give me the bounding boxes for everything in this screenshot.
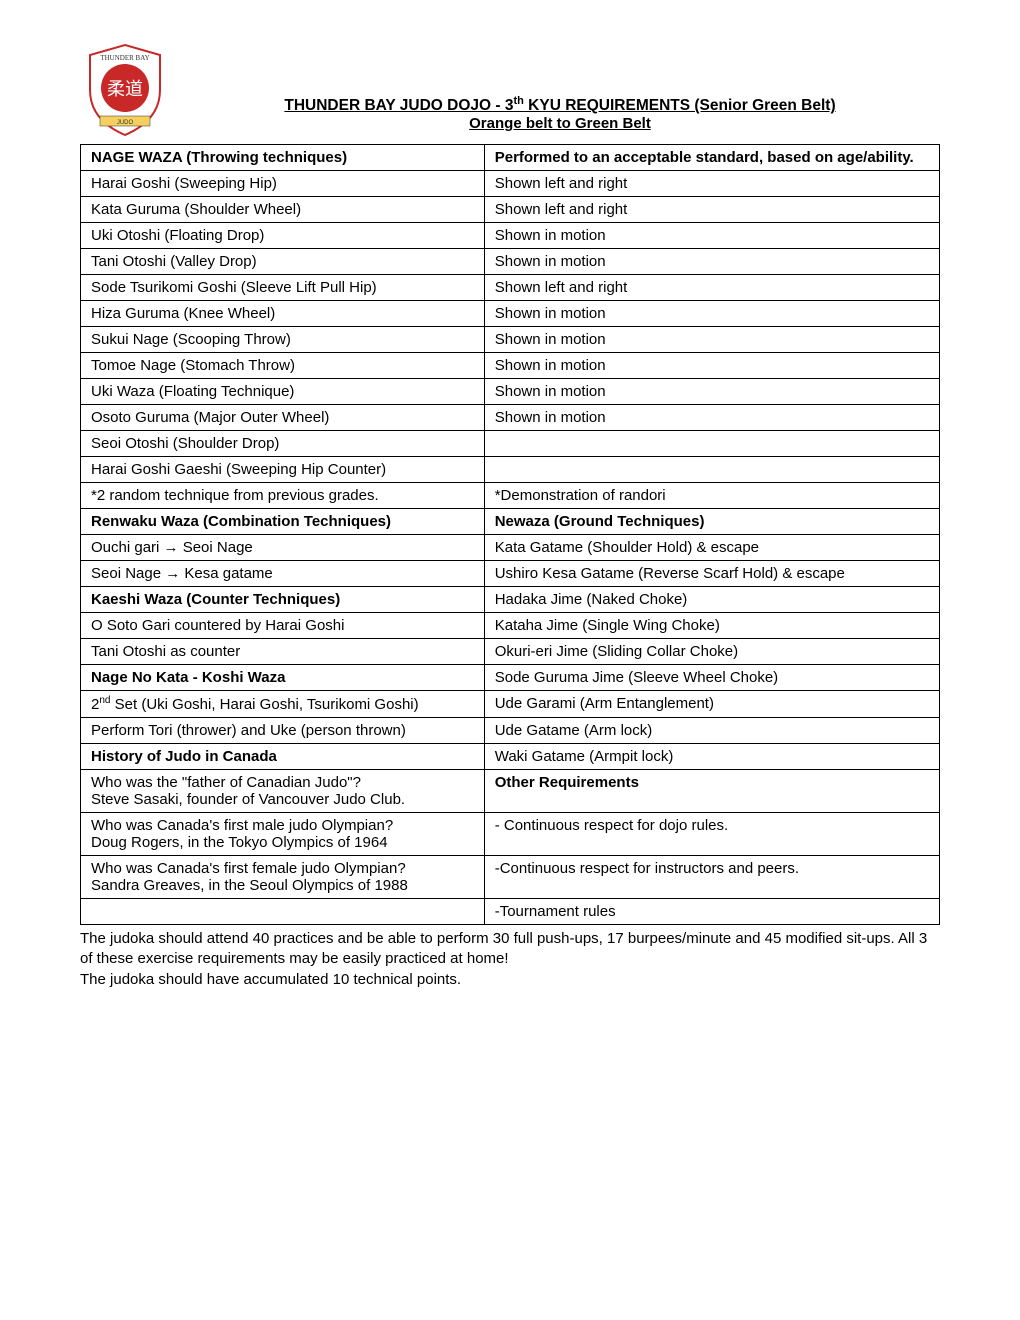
document-title: THUNDER BAY JUDO DOJO - 3th KYU REQUIREM…: [284, 97, 835, 114]
requirement-cell: -Tournament rules: [484, 899, 939, 925]
table-row: Seoi Nage → Kesa gatameUshiro Kesa Gatam…: [81, 561, 940, 587]
section-header: Kaeshi Waza (Counter Techniques): [81, 587, 485, 613]
technique-cell: Hiza Guruma (Knee Wheel): [81, 301, 485, 327]
table-row: Sukui Nage (Scooping Throw)Shown in moti…: [81, 327, 940, 353]
table-row: O Soto Gari countered by Harai GoshiKata…: [81, 613, 940, 639]
technique-cell: Perform Tori (thrower) and Uke (person t…: [81, 718, 485, 744]
requirement-cell: Ude Gatame (Arm lock): [484, 718, 939, 744]
requirement-cell: Waki Gatame (Armpit lock): [484, 744, 939, 770]
technique-cell: Sukui Nage (Scooping Throw): [81, 327, 485, 353]
table-row: Hiza Guruma (Knee Wheel)Shown in motion: [81, 301, 940, 327]
requirement-cell: [484, 431, 939, 457]
technique-cell: Harai Goshi (Sweeping Hip): [81, 171, 485, 197]
svg-text:THUNDER BAY: THUNDER BAY: [100, 54, 149, 62]
history-cell: Who was the "father of Canadian Judo"?St…: [81, 770, 485, 813]
technique-cell: Kata Guruma (Shoulder Wheel): [81, 197, 485, 223]
table-row: Who was Canada's first male judo Olympia…: [81, 813, 940, 856]
table-row: Ouchi gari → Seoi NageKata Gatame (Shoul…: [81, 535, 940, 561]
technique-cell: Tani Otoshi (Valley Drop): [81, 249, 485, 275]
technique-cell: Uki Waza (Floating Technique): [81, 379, 485, 405]
table-row: History of Judo in Canada Waki Gatame (A…: [81, 744, 940, 770]
requirement-cell: Ude Garami (Arm Entanglement): [484, 691, 939, 718]
table-row: Seoi Otoshi (Shoulder Drop): [81, 431, 940, 457]
technique-cell: Sode Tsurikomi Goshi (Sleeve Lift Pull H…: [81, 275, 485, 301]
technique-cell: *2 random technique from previous grades…: [81, 483, 485, 509]
table-row: Who was the "father of Canadian Judo"?St…: [81, 770, 940, 813]
table-row: *2 random technique from previous grades…: [81, 483, 940, 509]
title-block: THUNDER BAY JUDO DOJO - 3th KYU REQUIREM…: [180, 40, 940, 132]
svg-text:JUDO: JUDO: [117, 120, 134, 126]
technique-cell: Osoto Guruma (Major Outer Wheel): [81, 405, 485, 431]
technique-cell: Ouchi gari → Seoi Nage: [81, 535, 485, 561]
table-row: Uki Otoshi (Floating Drop)Shown in motio…: [81, 223, 940, 249]
table-row: 2nd Set (Uki Goshi, Harai Goshi, Tsuriko…: [81, 691, 940, 718]
document-subtitle: Orange belt to Green Belt: [469, 115, 651, 132]
requirement-cell: Shown left and right: [484, 275, 939, 301]
technique-cell: Tani Otoshi as counter: [81, 639, 485, 665]
table-row: Osoto Guruma (Major Outer Wheel)Shown in…: [81, 405, 940, 431]
requirement-cell: Kata Gatame (Shoulder Hold) & escape: [484, 535, 939, 561]
table-row: Uki Waza (Floating Technique)Shown in mo…: [81, 379, 940, 405]
section-header: Other Requirements: [484, 770, 939, 813]
technique-cell: [81, 899, 485, 925]
table-row: Kata Guruma (Shoulder Wheel)Shown left a…: [81, 197, 940, 223]
requirement-cell: Shown in motion: [484, 249, 939, 275]
requirement-cell: Shown in motion: [484, 353, 939, 379]
table-row: Kaeshi Waza (Counter Techniques) Hadaka …: [81, 587, 940, 613]
requirement-cell: [484, 457, 939, 483]
technique-cell: Uki Otoshi (Floating Drop): [81, 223, 485, 249]
technique-cell: Harai Goshi Gaeshi (Sweeping Hip Counter…: [81, 457, 485, 483]
table-row: Renwaku Waza (Combination Techniques) Ne…: [81, 509, 940, 535]
table-row: Who was Canada's first female judo Olymp…: [81, 856, 940, 899]
requirement-cell: Shown in motion: [484, 223, 939, 249]
footer-line: The judoka should attend 40 practices an…: [80, 930, 927, 967]
svg-text:柔道: 柔道: [107, 79, 143, 99]
section-header: History of Judo in Canada: [81, 744, 485, 770]
requirement-cell: Shown in motion: [484, 301, 939, 327]
requirement-cell: Okuri-eri Jime (Sliding Collar Choke): [484, 639, 939, 665]
requirement-cell: Shown left and right: [484, 171, 939, 197]
requirement-cell: Shown in motion: [484, 379, 939, 405]
history-cell: Who was Canada's first male judo Olympia…: [81, 813, 485, 856]
table-row: Nage No Kata - Koshi Waza Sode Guruma Ji…: [81, 665, 940, 691]
section-header: Performed to an acceptable standard, bas…: [484, 145, 939, 171]
requirement-cell: -Continuous respect for instructors and …: [484, 856, 939, 899]
table-row: Tani Otoshi (Valley Drop)Shown in motion: [81, 249, 940, 275]
footer-line: The judoka should have accumulated 10 te…: [80, 971, 461, 988]
requirement-cell: Hadaka Jime (Naked Choke): [484, 587, 939, 613]
requirement-cell: - Continuous respect for dojo rules.: [484, 813, 939, 856]
table-row: Perform Tori (thrower) and Uke (person t…: [81, 718, 940, 744]
requirement-cell: Shown in motion: [484, 405, 939, 431]
section-header: Nage No Kata - Koshi Waza: [81, 665, 485, 691]
dojo-logo: THUNDER BAY 柔道 JUDO: [80, 40, 170, 140]
table-row: NAGE WAZA (Throwing techniques) Performe…: [81, 145, 940, 171]
section-header: Renwaku Waza (Combination Techniques): [81, 509, 485, 535]
header: THUNDER BAY 柔道 JUDO THUNDER BAY JUDO DOJ…: [80, 40, 940, 140]
table-row: Harai Goshi (Sweeping Hip)Shown left and…: [81, 171, 940, 197]
table-row: -Tournament rules: [81, 899, 940, 925]
requirement-cell: Sode Guruma Jime (Sleeve Wheel Choke): [484, 665, 939, 691]
requirement-cell: *Demonstration of randori: [484, 483, 939, 509]
section-header: NAGE WAZA (Throwing techniques): [81, 145, 485, 171]
technique-cell: 2nd Set (Uki Goshi, Harai Goshi, Tsuriko…: [81, 691, 485, 718]
requirement-cell: Kataha Jime (Single Wing Choke): [484, 613, 939, 639]
technique-cell: Tomoe Nage (Stomach Throw): [81, 353, 485, 379]
table-row: Sode Tsurikomi Goshi (Sleeve Lift Pull H…: [81, 275, 940, 301]
table-row: Tani Otoshi as counterOkuri-eri Jime (Sl…: [81, 639, 940, 665]
requirement-cell: Ushiro Kesa Gatame (Reverse Scarf Hold) …: [484, 561, 939, 587]
requirement-cell: Shown left and right: [484, 197, 939, 223]
requirement-cell: Shown in motion: [484, 327, 939, 353]
history-cell: Who was Canada's first female judo Olymp…: [81, 856, 485, 899]
footer-text: The judoka should attend 40 practices an…: [80, 929, 940, 990]
technique-cell: Seoi Otoshi (Shoulder Drop): [81, 431, 485, 457]
requirements-table: NAGE WAZA (Throwing techniques) Performe…: [80, 144, 940, 925]
table-row: Harai Goshi Gaeshi (Sweeping Hip Counter…: [81, 457, 940, 483]
table-row: Tomoe Nage (Stomach Throw)Shown in motio…: [81, 353, 940, 379]
technique-cell: Seoi Nage → Kesa gatame: [81, 561, 485, 587]
section-header: Newaza (Ground Techniques): [484, 509, 939, 535]
technique-cell: O Soto Gari countered by Harai Goshi: [81, 613, 485, 639]
